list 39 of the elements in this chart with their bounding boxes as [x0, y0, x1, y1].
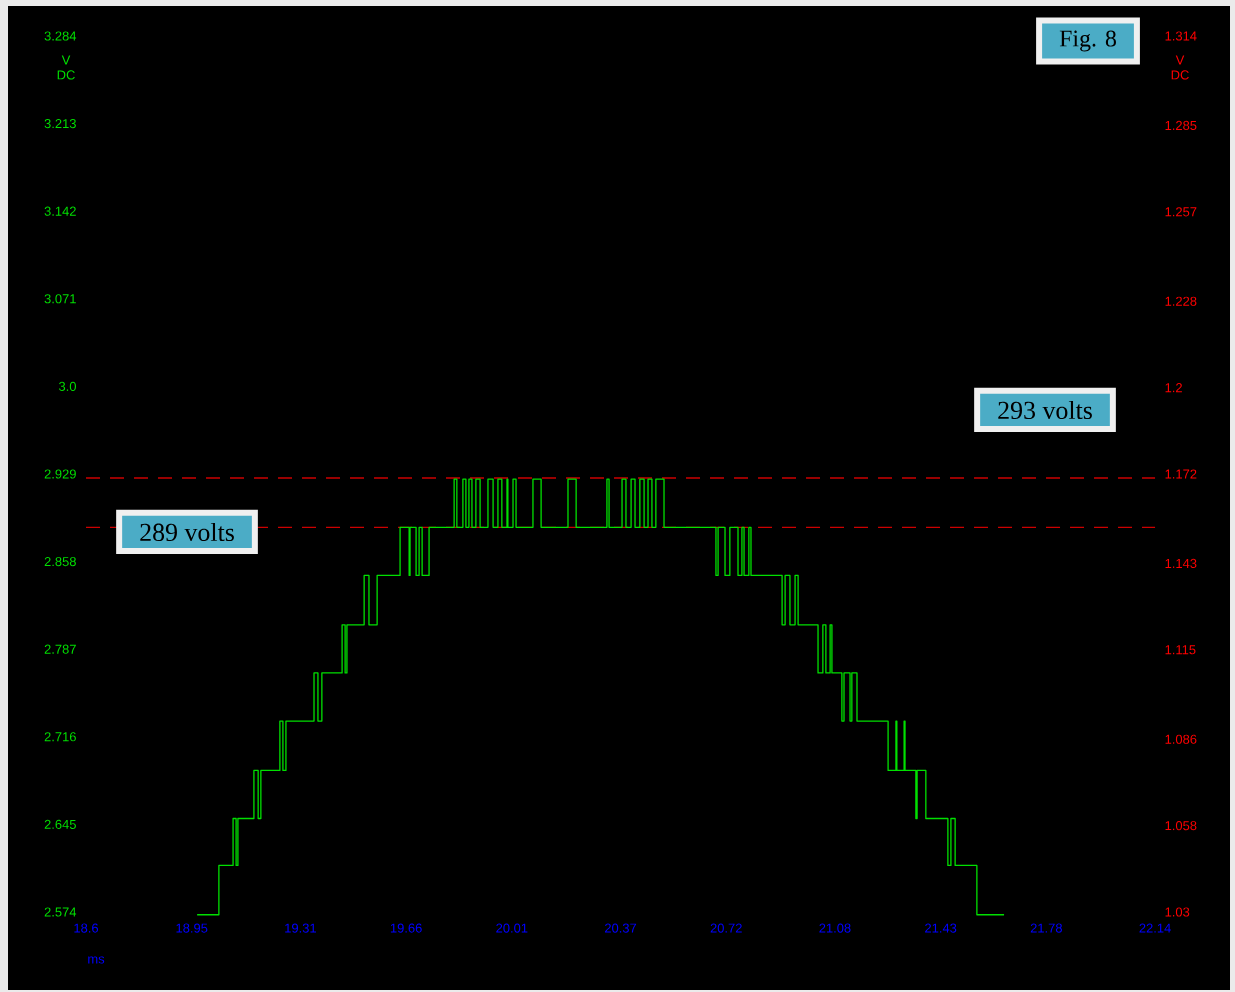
- y2-tick-label: 1.2: [1165, 383, 1182, 393]
- y-tick-label: 2.858: [44, 557, 76, 567]
- y-tick-label: 3.284: [44, 31, 77, 41]
- y2-tick-label: 1.058: [1165, 821, 1197, 831]
- x-tick-label: 18.6: [74, 923, 99, 933]
- x-tick-label: 21.43: [925, 923, 957, 933]
- y2-tick-label: 1.115: [1165, 645, 1196, 655]
- x-tick-label: 22.14: [1139, 923, 1171, 933]
- x-tick-label: 20.01: [496, 923, 528, 933]
- y-tick-label: 2.716: [44, 732, 76, 742]
- annotation: Fig. 8: [1059, 30, 1116, 52]
- y2-tick-label: 1.03: [1165, 907, 1190, 917]
- y2-tick-label: 1.086: [1165, 734, 1197, 744]
- annotation: 289 volts: [140, 522, 234, 542]
- y-tick-label: 2.574: [44, 907, 77, 917]
- x-tick-label: 18.95: [176, 923, 208, 933]
- x-tick-label: 19.31: [285, 923, 316, 933]
- x-axis-title: ms: [88, 956, 105, 964]
- y-tick-label: 3.213: [44, 119, 76, 129]
- y-tick-label: 2.645: [44, 819, 76, 829]
- y-tick-label: 2.929: [44, 469, 76, 479]
- y2-tick-label: 1.314: [1165, 31, 1197, 41]
- y2-tick-label: 1.143: [1165, 558, 1197, 569]
- x-tick-label: 19.66: [390, 923, 422, 933]
- y-tick-label: 3.071: [44, 294, 76, 304]
- y-axis-title: V DC: [57, 55, 75, 80]
- x-tick-label: 20.72: [710, 923, 742, 933]
- x-tick-label: 21.78: [1030, 923, 1062, 933]
- y-tick-label: 3.142: [44, 206, 76, 216]
- y2-tick-label: 1.257: [1165, 207, 1197, 217]
- y-tick-label: 3.0: [58, 381, 76, 391]
- y-tick-label: 2.787: [44, 644, 76, 654]
- x-tick-label: 20.37: [604, 923, 637, 933]
- y2-tick-label: 1.228: [1165, 296, 1197, 306]
- y2-tick-label: 1.172: [1165, 469, 1197, 479]
- y2-tick-label: 1.285: [1165, 120, 1197, 131]
- x-tick-label: 21.08: [819, 923, 851, 933]
- annotation: 293 volts: [998, 400, 1092, 420]
- y2-axis-title: V DC: [1171, 55, 1189, 80]
